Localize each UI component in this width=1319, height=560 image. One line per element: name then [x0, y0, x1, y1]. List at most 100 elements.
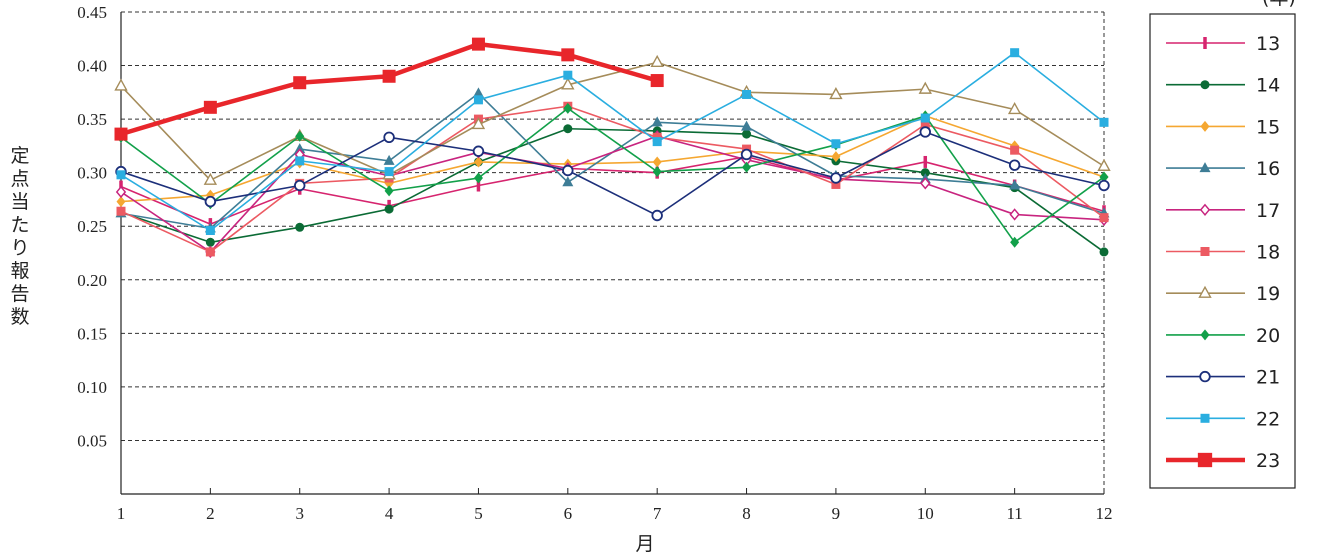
data-point	[116, 196, 126, 208]
data-point	[1200, 413, 1210, 423]
data-point	[651, 116, 663, 127]
data-point	[652, 166, 662, 178]
y-axis-title-char: 当	[10, 191, 29, 213]
data-point	[205, 237, 215, 247]
x-tick-label: 12	[1096, 504, 1113, 523]
y-axis-title-char: 点	[10, 168, 29, 190]
data-point	[742, 129, 752, 139]
data-point	[116, 206, 126, 216]
data-point	[562, 164, 574, 177]
data-point	[1200, 120, 1210, 132]
x-tick-label: 9	[832, 504, 841, 523]
data-point	[1097, 158, 1111, 171]
legend-item-20: 20	[1166, 325, 1280, 347]
data-point	[652, 137, 662, 147]
data-point	[1200, 247, 1210, 256]
legend-label: 16	[1256, 158, 1280, 180]
series-21	[115, 126, 1110, 222]
data-point	[1010, 236, 1020, 248]
legend-label: 19	[1256, 283, 1280, 305]
data-point	[204, 195, 217, 208]
data-point	[116, 170, 126, 180]
legend-label: 23	[1256, 450, 1280, 472]
series-19	[114, 54, 1111, 185]
series-layer	[114, 37, 1111, 259]
legend-item-13: 13	[1166, 33, 1280, 55]
series-23	[114, 37, 664, 141]
series-line	[120, 127, 1105, 253]
data-point	[1008, 159, 1021, 171]
data-point	[205, 247, 215, 257]
series-line	[120, 61, 1105, 181]
data-point	[1099, 117, 1109, 127]
y-tick-label: 0.30	[77, 164, 107, 183]
data-point	[1200, 329, 1210, 341]
series-line	[120, 51, 1105, 232]
data-point	[1199, 370, 1211, 383]
data-point	[1010, 48, 1020, 58]
y-tick-label: 0.20	[77, 271, 107, 290]
series-line	[120, 135, 1105, 253]
data-point	[919, 126, 931, 138]
data-point	[114, 78, 128, 91]
y-tick-label: 0.10	[77, 378, 107, 397]
data-point	[562, 176, 574, 187]
data-point	[829, 87, 843, 100]
data-point	[203, 100, 217, 114]
data-point	[384, 204, 394, 214]
data-point	[830, 172, 842, 184]
data-point	[115, 185, 127, 199]
y-tick-label: 0.05	[77, 431, 107, 450]
data-point	[382, 69, 396, 83]
x-axis-title: 月	[635, 533, 654, 555]
data-point	[742, 89, 752, 99]
data-point	[294, 179, 306, 192]
data-point	[1199, 162, 1211, 173]
x-tick-label: 2	[206, 504, 215, 523]
data-point	[920, 113, 930, 123]
series-line	[120, 115, 1105, 203]
data-point	[831, 151, 841, 163]
data-point	[920, 168, 930, 178]
data-point	[561, 77, 575, 90]
x-axis-ticks: 1 2 3 4 5 6 7 8 9 10 11 12	[117, 488, 1113, 523]
data-point	[650, 74, 664, 88]
data-point	[473, 156, 483, 168]
x-tick-label: 1	[117, 504, 126, 523]
data-point	[1099, 247, 1109, 257]
data-point	[651, 209, 663, 222]
series-22	[116, 48, 1109, 236]
y-axis-title-char: 報	[10, 260, 29, 282]
legend-label: 14	[1256, 75, 1280, 97]
legend-item-16: 16	[1166, 158, 1280, 180]
x-tick-label: 5	[474, 504, 483, 523]
data-point	[741, 120, 753, 131]
data-point	[650, 54, 664, 68]
data-point	[920, 119, 930, 129]
y-axis-title-char: 数	[10, 306, 29, 328]
legend-item-14: 14	[1166, 75, 1280, 97]
data-point	[742, 161, 752, 173]
data-point	[294, 143, 306, 154]
legend-label: 22	[1256, 408, 1280, 430]
legend: 13 14 15 16 17 18 19 20 21 22 23	[1149, 13, 1296, 489]
y-tick-label: 0.35	[77, 110, 107, 129]
legend-item-23: 23	[1166, 450, 1280, 472]
x-tick-label: 8	[742, 504, 751, 523]
data-point	[652, 156, 662, 168]
x-tick-label: 7	[653, 504, 662, 523]
y-tick-label: 0.15	[77, 324, 107, 343]
data-point	[831, 179, 841, 189]
legend-unit-label: (年)	[1262, 0, 1296, 9]
legend-item-22: 22	[1166, 408, 1280, 430]
legend-item-17: 17	[1166, 200, 1280, 222]
data-point	[1098, 179, 1110, 192]
data-point	[1099, 171, 1109, 183]
y-axis-ticks: 0.05 0.10 0.15 0.20 0.25 0.30 0.35 0.40 0.45	[77, 3, 107, 450]
x-tick-label: 6	[564, 504, 573, 523]
x-tick-label: 11	[1006, 504, 1022, 523]
data-point	[295, 222, 305, 232]
data-point	[384, 185, 394, 197]
legend-label: 18	[1256, 242, 1280, 264]
x-tick-label: 4	[385, 504, 394, 523]
